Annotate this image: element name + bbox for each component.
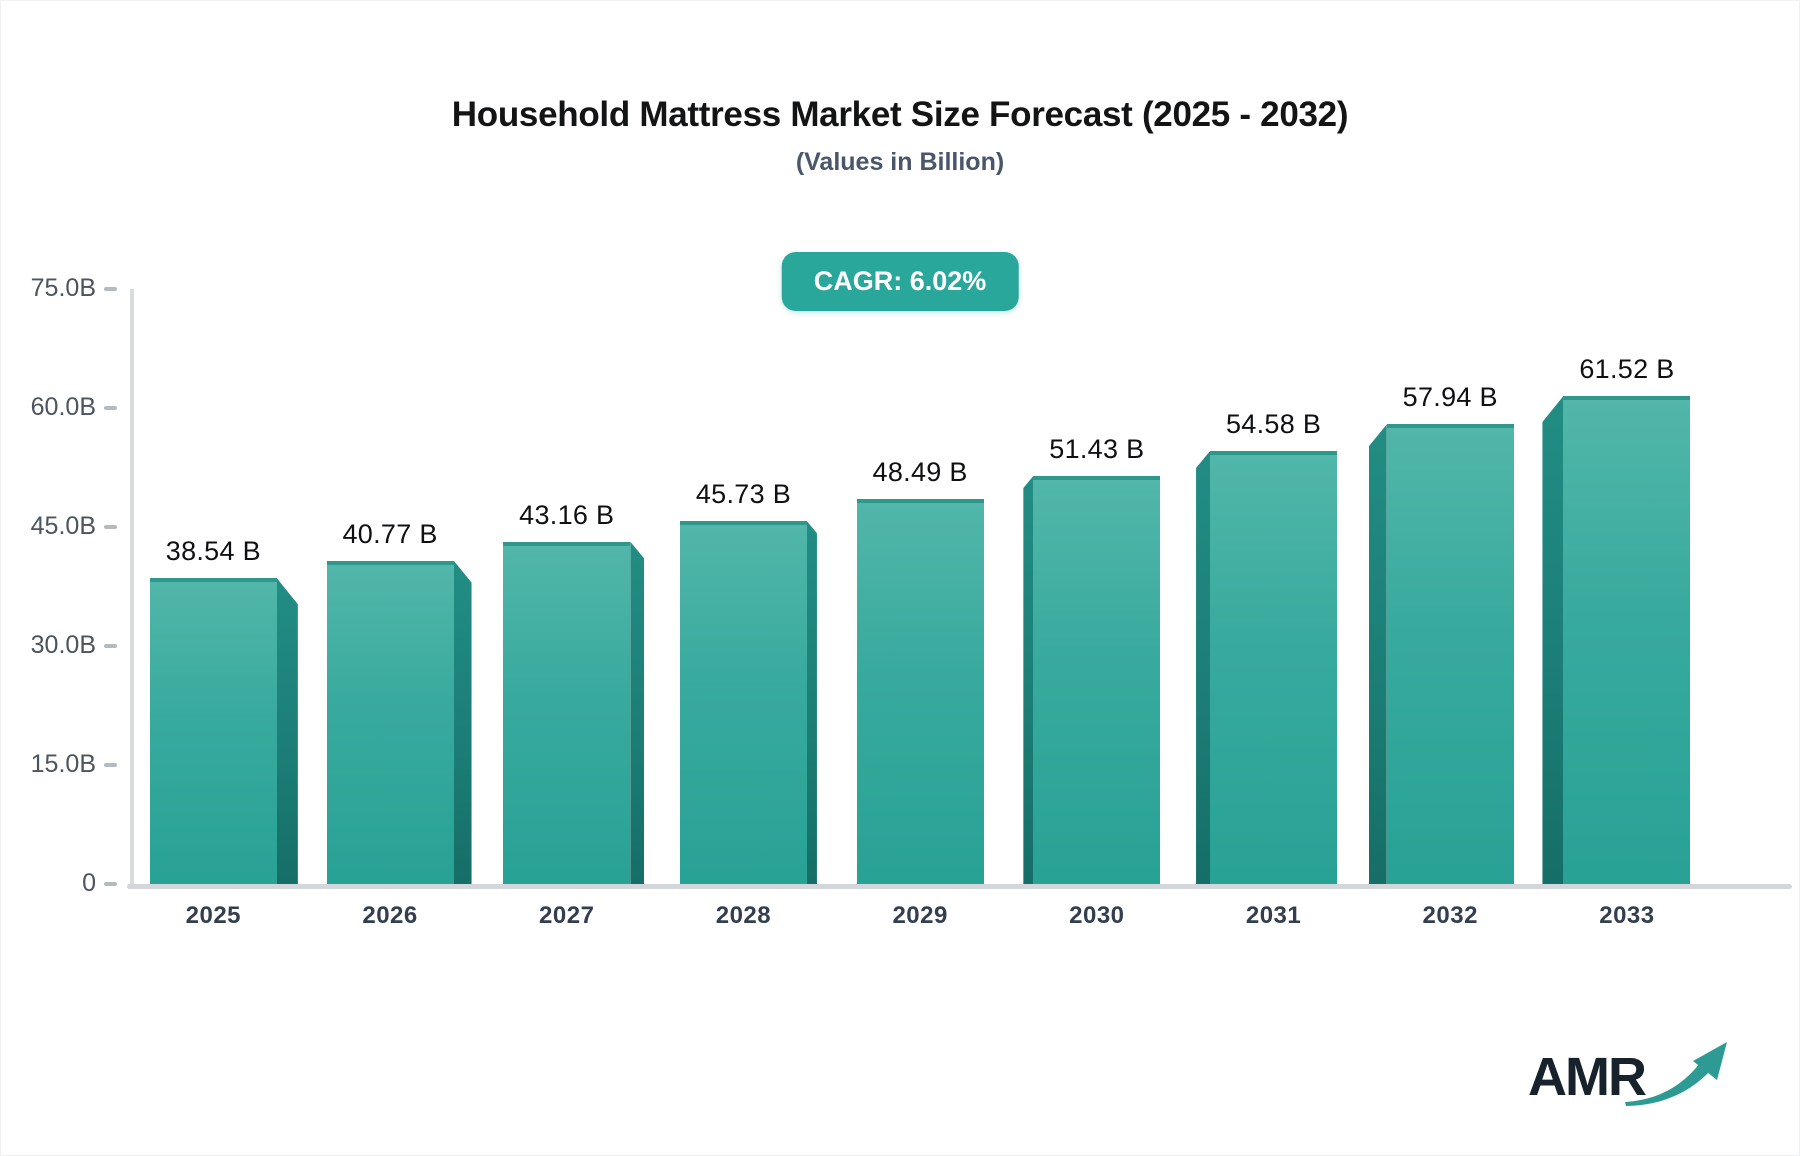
y-axis-tick-mark xyxy=(104,763,117,767)
y-axis-tick-label: 15.0B xyxy=(30,750,96,778)
y-axis-tick-mark xyxy=(104,882,117,886)
y-axis-tick-label: 45.0B xyxy=(30,512,96,540)
y-axis-tick-mark xyxy=(104,644,117,648)
cagr-badge: CAGR: 6.02% xyxy=(781,252,1019,311)
x-axis-category-label: 2033 xyxy=(1599,902,1655,929)
x-axis-category-label: 2031 xyxy=(1245,902,1302,929)
bar-2033 xyxy=(1563,395,1691,884)
bar-side-panel-2031 xyxy=(1196,450,1211,884)
bar-side-panel-2027 xyxy=(630,541,645,884)
bar-value-label: 43.16 B xyxy=(519,499,615,530)
x-axis-baseline xyxy=(127,884,1792,889)
bar-value-label: 61.52 B xyxy=(1579,353,1675,384)
x-axis-category-label: 2030 xyxy=(1069,902,1125,929)
bar-value-label: 48.49 B xyxy=(872,457,968,488)
bar-value-label: 45.73 B xyxy=(695,479,792,510)
growth-arrow-icon xyxy=(1625,1042,1727,1106)
x-axis-category-label: 2028 xyxy=(715,902,772,929)
y-axis-tick-label: 60.0B xyxy=(30,393,96,421)
x-axis-category-label: 2026 xyxy=(362,902,418,929)
bar-value-label: 54.58 B xyxy=(1225,408,1322,439)
y-axis-tick-mark xyxy=(104,406,117,410)
bar-value-label: 57.94 B xyxy=(1402,382,1498,413)
bar-2028 xyxy=(679,521,807,884)
y-axis-tick-mark xyxy=(104,525,117,529)
bar-value-label: 40.77 B xyxy=(342,518,438,549)
y-axis-tick-label: 75.0B xyxy=(30,274,96,302)
bar-side-panel-2028 xyxy=(806,521,817,884)
chart-subtitle: (Values in Billion) xyxy=(795,148,1005,176)
bar-side-panel-2026 xyxy=(453,560,472,884)
amr-logo-text: AMR xyxy=(1528,1047,1647,1107)
bar-2030 xyxy=(1033,475,1161,884)
bar-2026 xyxy=(326,560,454,884)
x-axis-category-label: 2027 xyxy=(539,902,595,929)
amr-logo: AMR xyxy=(1528,1038,1728,1108)
bar-2032 xyxy=(1386,424,1514,884)
y-axis-line xyxy=(130,289,134,888)
chart-title: Household Mattress Market Size Forecast … xyxy=(451,95,1349,134)
bar-value-label: 51.43 B xyxy=(1049,433,1145,464)
y-axis-tick-label: 0 xyxy=(82,869,96,897)
bar-side-panel-2025 xyxy=(276,578,298,884)
bar-side-panel-2033 xyxy=(1542,395,1564,884)
bar-value-label: 38.54 B xyxy=(165,536,261,567)
bar-side-panel-2030 xyxy=(1023,475,1034,884)
y-axis-tick-label: 30.0B xyxy=(30,631,96,659)
bar-side-panel-2032 xyxy=(1368,424,1387,884)
bar-2029 xyxy=(856,499,984,884)
x-axis-category-label: 2029 xyxy=(892,902,948,929)
bar-2027 xyxy=(503,541,631,884)
x-axis-category-label: 2032 xyxy=(1422,902,1478,929)
bar-2025 xyxy=(149,578,277,884)
y-axis-tick-mark xyxy=(104,287,117,291)
x-axis-category-label: 2025 xyxy=(185,902,242,929)
bar-2031 xyxy=(1210,450,1338,884)
